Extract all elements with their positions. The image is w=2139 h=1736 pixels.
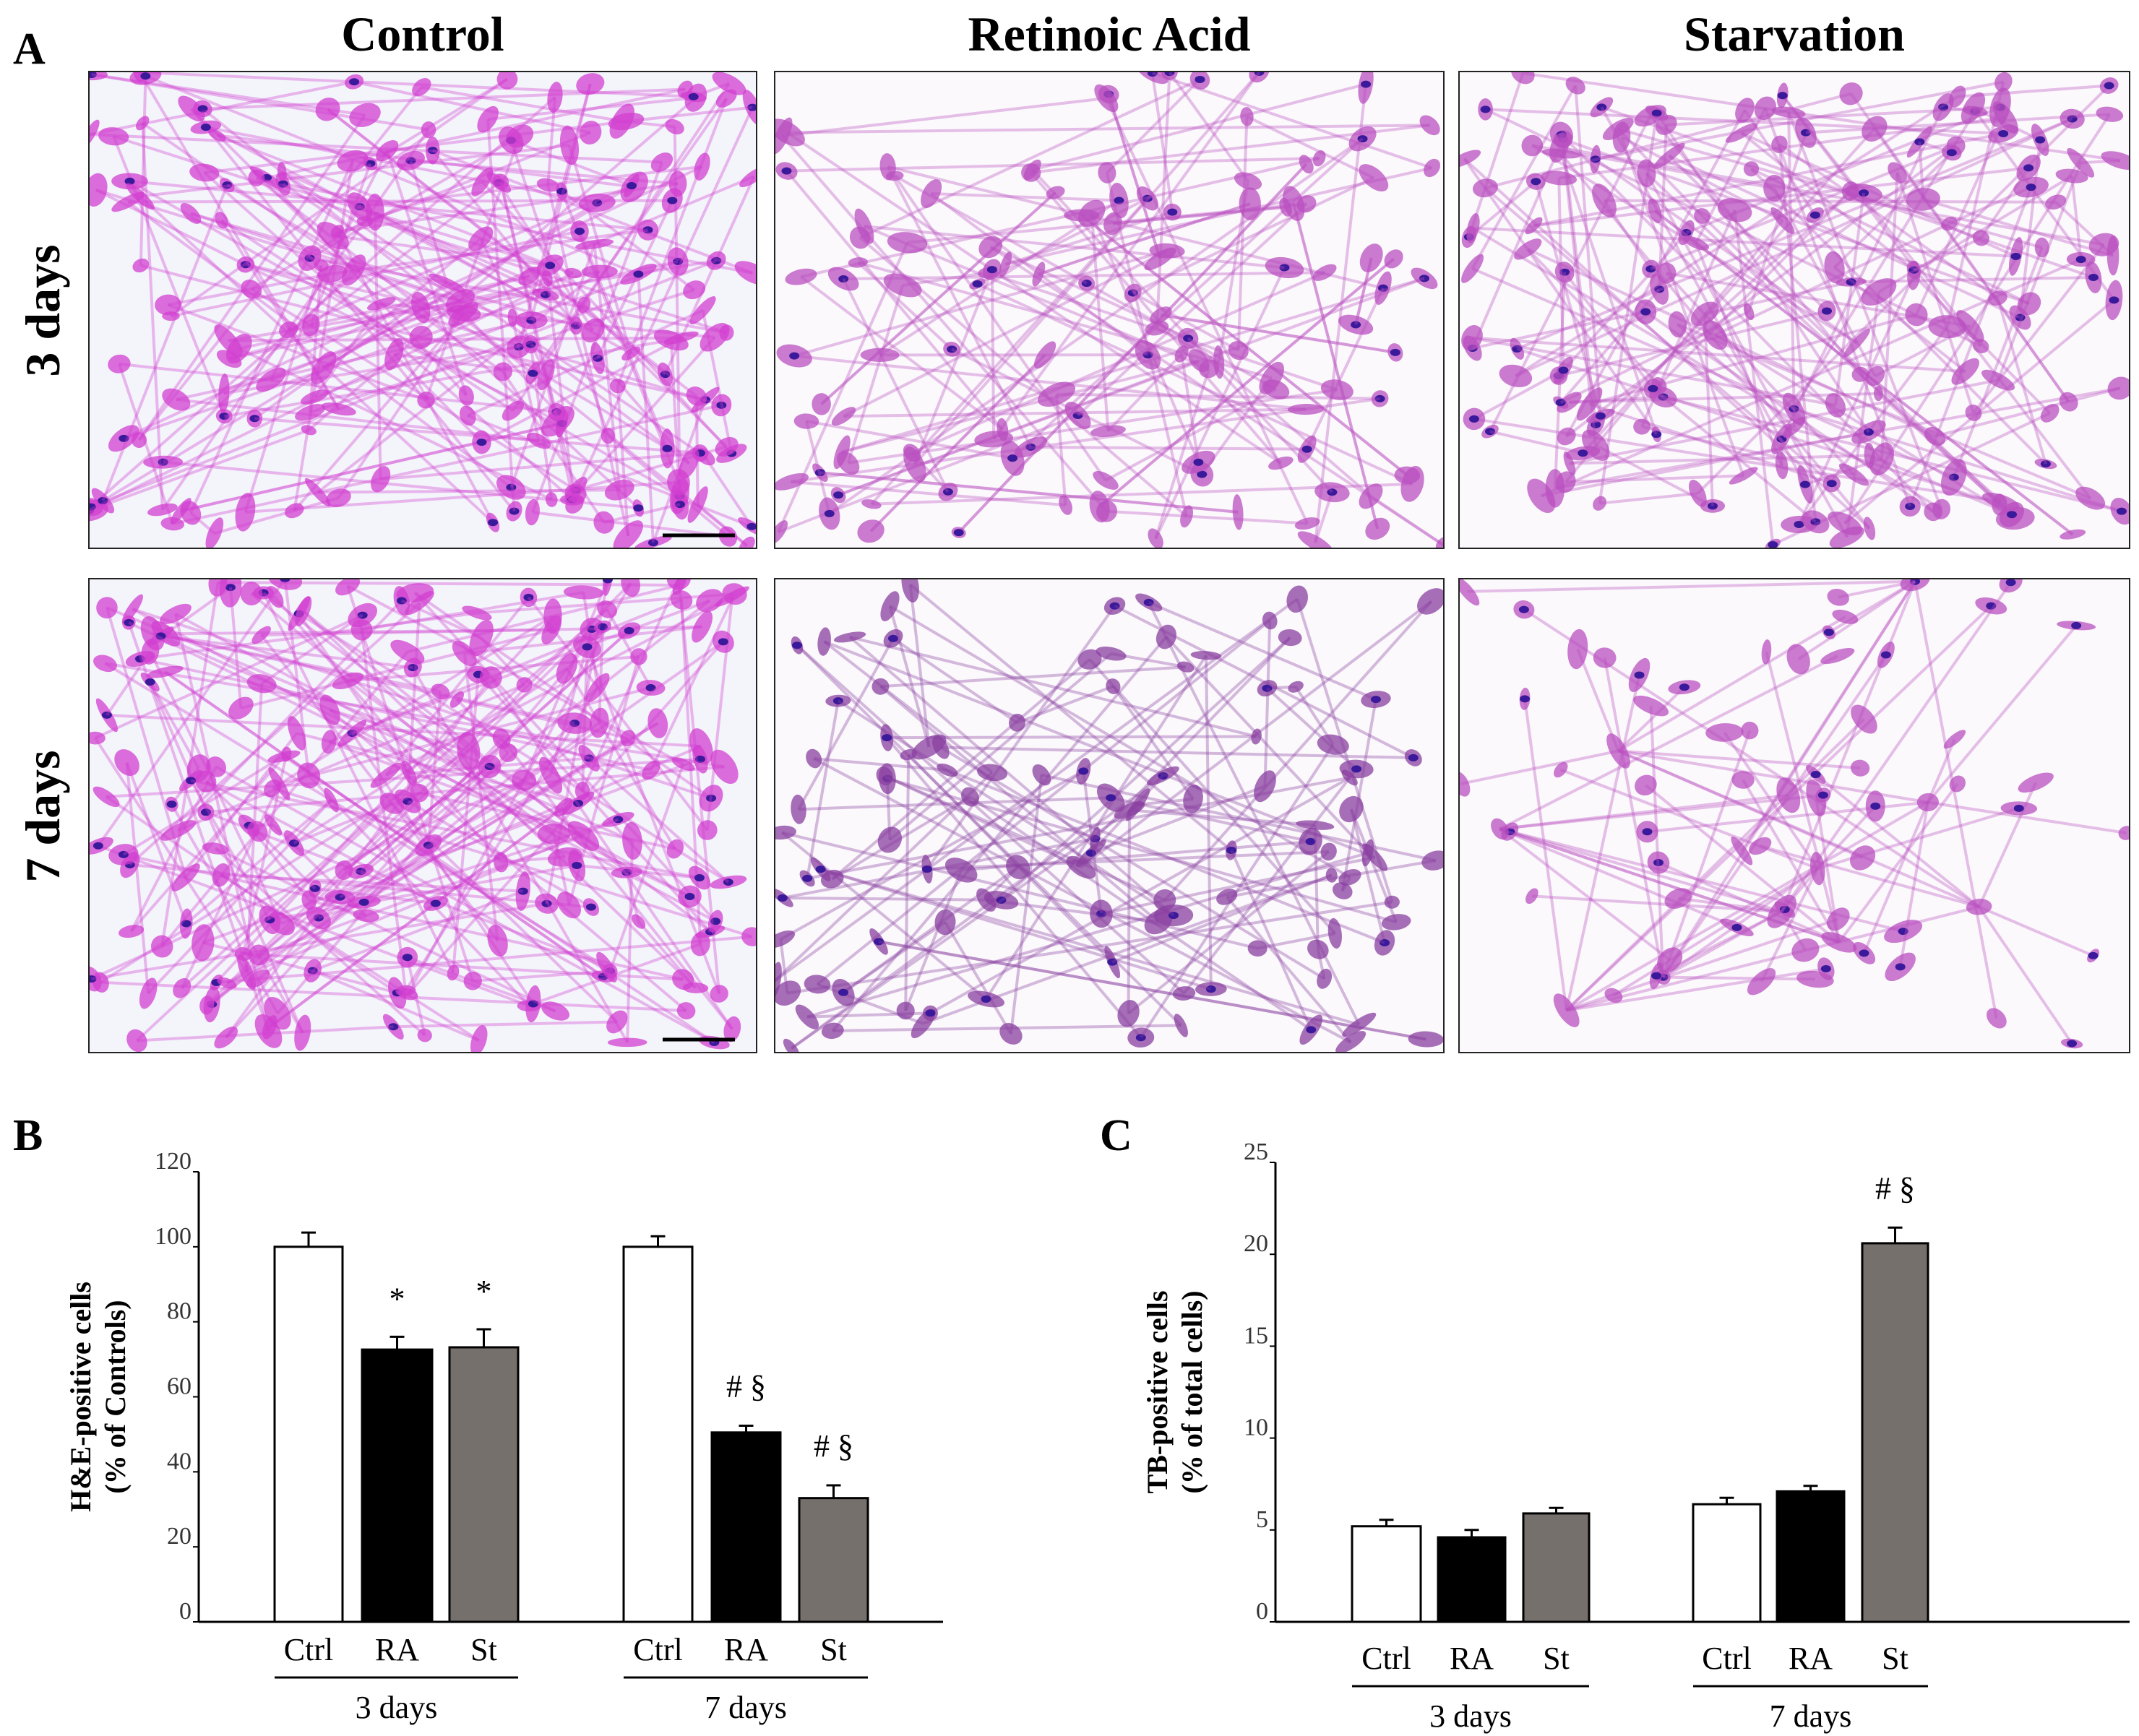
- bar-ctrl-7-days: [1692, 1503, 1762, 1623]
- panel-a-label: A: [13, 25, 46, 74]
- bar-st-3-days: [448, 1346, 520, 1623]
- row-label-7-days: 7 days: [15, 750, 70, 882]
- column-title-control: Control: [341, 7, 504, 61]
- y-tick-label: 80: [167, 1298, 191, 1325]
- micrograph-starvation-3-days: [1458, 71, 2130, 549]
- y-axis-label: H&E-positive cells: [64, 1282, 97, 1512]
- micrograph-border: [1458, 71, 2130, 549]
- bar-ctrl-3-days: [1351, 1525, 1422, 1623]
- significance-marker: *: [390, 1281, 405, 1316]
- y-axis-label: TB-positive cells: [1141, 1290, 1174, 1493]
- group-label: 3 days: [356, 1690, 438, 1725]
- significance-marker: *: [476, 1274, 492, 1309]
- group-label: 7 days: [705, 1690, 787, 1725]
- y-tick-label: 120: [155, 1148, 191, 1175]
- category-label: Ctrl: [1361, 1641, 1411, 1676]
- bar-ctrl-7-days: [622, 1245, 694, 1623]
- micrograph-control-7-days: [88, 578, 757, 1053]
- significance-marker: # §: [1875, 1170, 1915, 1206]
- y-tick-label: 0: [179, 1598, 191, 1625]
- significance-marker: # §: [814, 1428, 853, 1464]
- group-label: 3 days: [1429, 1698, 1512, 1734]
- y-tick-label: 20: [167, 1523, 191, 1550]
- category-label: Ctrl: [1702, 1641, 1751, 1676]
- category-label: St: [1882, 1641, 1908, 1676]
- category-label: RA: [1789, 1641, 1833, 1676]
- y-tick-label: 25: [1244, 1139, 1268, 1165]
- y-tick-label: 100: [155, 1223, 191, 1250]
- y-tick-label: 60: [167, 1373, 191, 1400]
- significance-marker: # §: [726, 1368, 766, 1404]
- micrograph-retinoic-acid-3-days: [774, 71, 1445, 549]
- category-label: RA: [1450, 1641, 1494, 1676]
- y-tick-label: 10: [1244, 1415, 1268, 1441]
- micrograph-grid: [88, 71, 2130, 1053]
- column-title-starvation: Starvation: [1684, 7, 1905, 61]
- panel-c-label: C: [1100, 1111, 1132, 1160]
- micrograph-retinoic-acid-7-days: [774, 578, 1445, 1053]
- y-tick-label: 40: [167, 1448, 191, 1474]
- micrograph-border: [774, 71, 1445, 549]
- micrograph-border: [1458, 578, 2130, 1053]
- category-label: St: [820, 1632, 847, 1667]
- chart-c: 0 5 10 15 20 25 TB-positive cells (% of total c…: [1141, 1139, 2130, 1734]
- chart-b: 0 20 40 60 80 100 120 H&E-positive cells (% of C…: [64, 1148, 943, 1725]
- category-label: Ctrl: [284, 1632, 333, 1667]
- bar-ra-3-days: [361, 1348, 434, 1623]
- category-label: Ctrl: [633, 1632, 682, 1667]
- micrograph-control-3-days: [88, 71, 757, 549]
- micrograph-border: [88, 71, 757, 549]
- y-tick-label: 15: [1244, 1322, 1268, 1349]
- y-axis-label-units: (% of Controls): [99, 1300, 132, 1493]
- bar-ra-7-days: [1776, 1490, 1846, 1623]
- y-tick-label: 20: [1244, 1230, 1268, 1257]
- column-title-retinoic-acid: Retinoic Acid: [968, 7, 1251, 61]
- bar-ra-3-days: [1437, 1536, 1507, 1623]
- row-label-3-days: 3 days: [15, 244, 70, 376]
- bar-ctrl-3-days: [273, 1245, 344, 1623]
- micrograph-background: [775, 72, 1444, 548]
- category-label: RA: [724, 1632, 768, 1667]
- micrograph-border: [774, 578, 1445, 1053]
- category-label: St: [1543, 1641, 1570, 1676]
- category-label: St: [470, 1632, 497, 1667]
- y-tick-label: 0: [1256, 1598, 1268, 1625]
- category-label: RA: [375, 1632, 419, 1667]
- micrograph-border: [88, 578, 757, 1053]
- bar-st-7-days: [1861, 1242, 1929, 1623]
- panel-b-label: B: [13, 1111, 43, 1160]
- bar-st-3-days: [1522, 1512, 1591, 1623]
- micrograph-starvation-7-days: [1458, 578, 2130, 1053]
- group-label: 7 days: [1770, 1698, 1852, 1734]
- y-tick-label: 5: [1256, 1506, 1268, 1533]
- bar-st-7-days: [798, 1497, 869, 1623]
- bar-ra-7-days: [710, 1431, 782, 1623]
- y-axis-label-units: (% of total cells): [1176, 1290, 1208, 1493]
